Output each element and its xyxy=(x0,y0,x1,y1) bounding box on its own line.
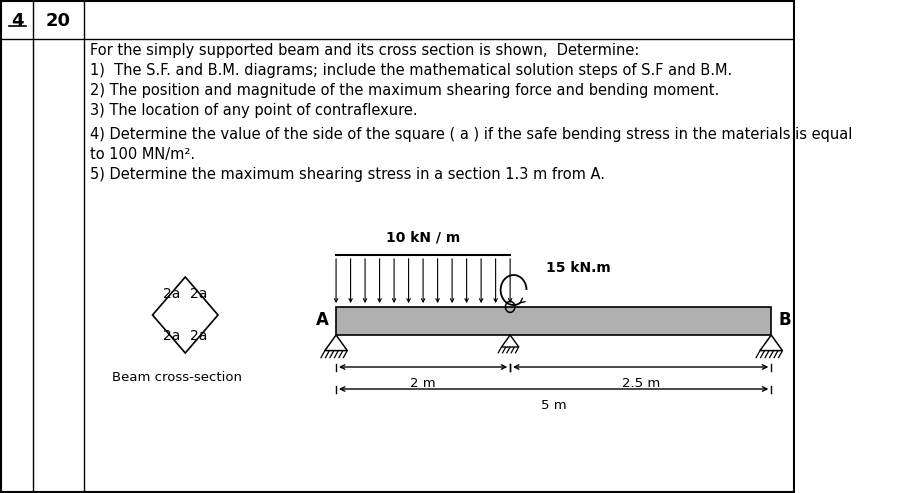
Text: 2a: 2a xyxy=(190,287,208,301)
Polygon shape xyxy=(325,335,347,351)
Text: to 100 MN/m².: to 100 MN/m². xyxy=(90,147,195,163)
Text: A: A xyxy=(317,311,330,329)
Text: 4) Determine the value of the side of the square ( a ) if the safe bending stres: 4) Determine the value of the side of th… xyxy=(90,128,852,142)
Text: 2 m: 2 m xyxy=(411,377,436,390)
Text: 2a: 2a xyxy=(190,329,208,343)
Text: 10 kN / m: 10 kN / m xyxy=(386,231,461,245)
Text: Beam cross-section: Beam cross-section xyxy=(112,371,242,384)
Text: For the simply supported beam and its cross section is shown,  Determine:: For the simply supported beam and its cr… xyxy=(90,43,639,59)
Text: 3) The location of any point of contraflexure.: 3) The location of any point of contrafl… xyxy=(90,104,417,118)
Text: 5 m: 5 m xyxy=(541,399,567,412)
Text: 2.5 m: 2.5 m xyxy=(621,377,660,390)
Text: 20: 20 xyxy=(45,12,71,30)
Polygon shape xyxy=(760,335,783,351)
Text: B: B xyxy=(778,311,791,329)
Text: 1)  The S.F. and B.M. diagrams; include the mathematical solution steps of S.F a: 1) The S.F. and B.M. diagrams; include t… xyxy=(90,64,732,78)
Bar xyxy=(336,307,772,335)
Polygon shape xyxy=(501,335,519,347)
Text: 2) The position and magnitude of the maximum shearing force and bending moment.: 2) The position and magnitude of the max… xyxy=(90,83,719,99)
Text: 2a: 2a xyxy=(162,287,180,301)
Text: 4: 4 xyxy=(11,12,23,30)
Polygon shape xyxy=(152,277,218,353)
Text: 5) Determine the maximum shearing stress in a section 1.3 m from A.: 5) Determine the maximum shearing stress… xyxy=(90,168,605,182)
Text: 2a: 2a xyxy=(162,329,180,343)
Text: 15 kN.m: 15 kN.m xyxy=(546,261,611,275)
